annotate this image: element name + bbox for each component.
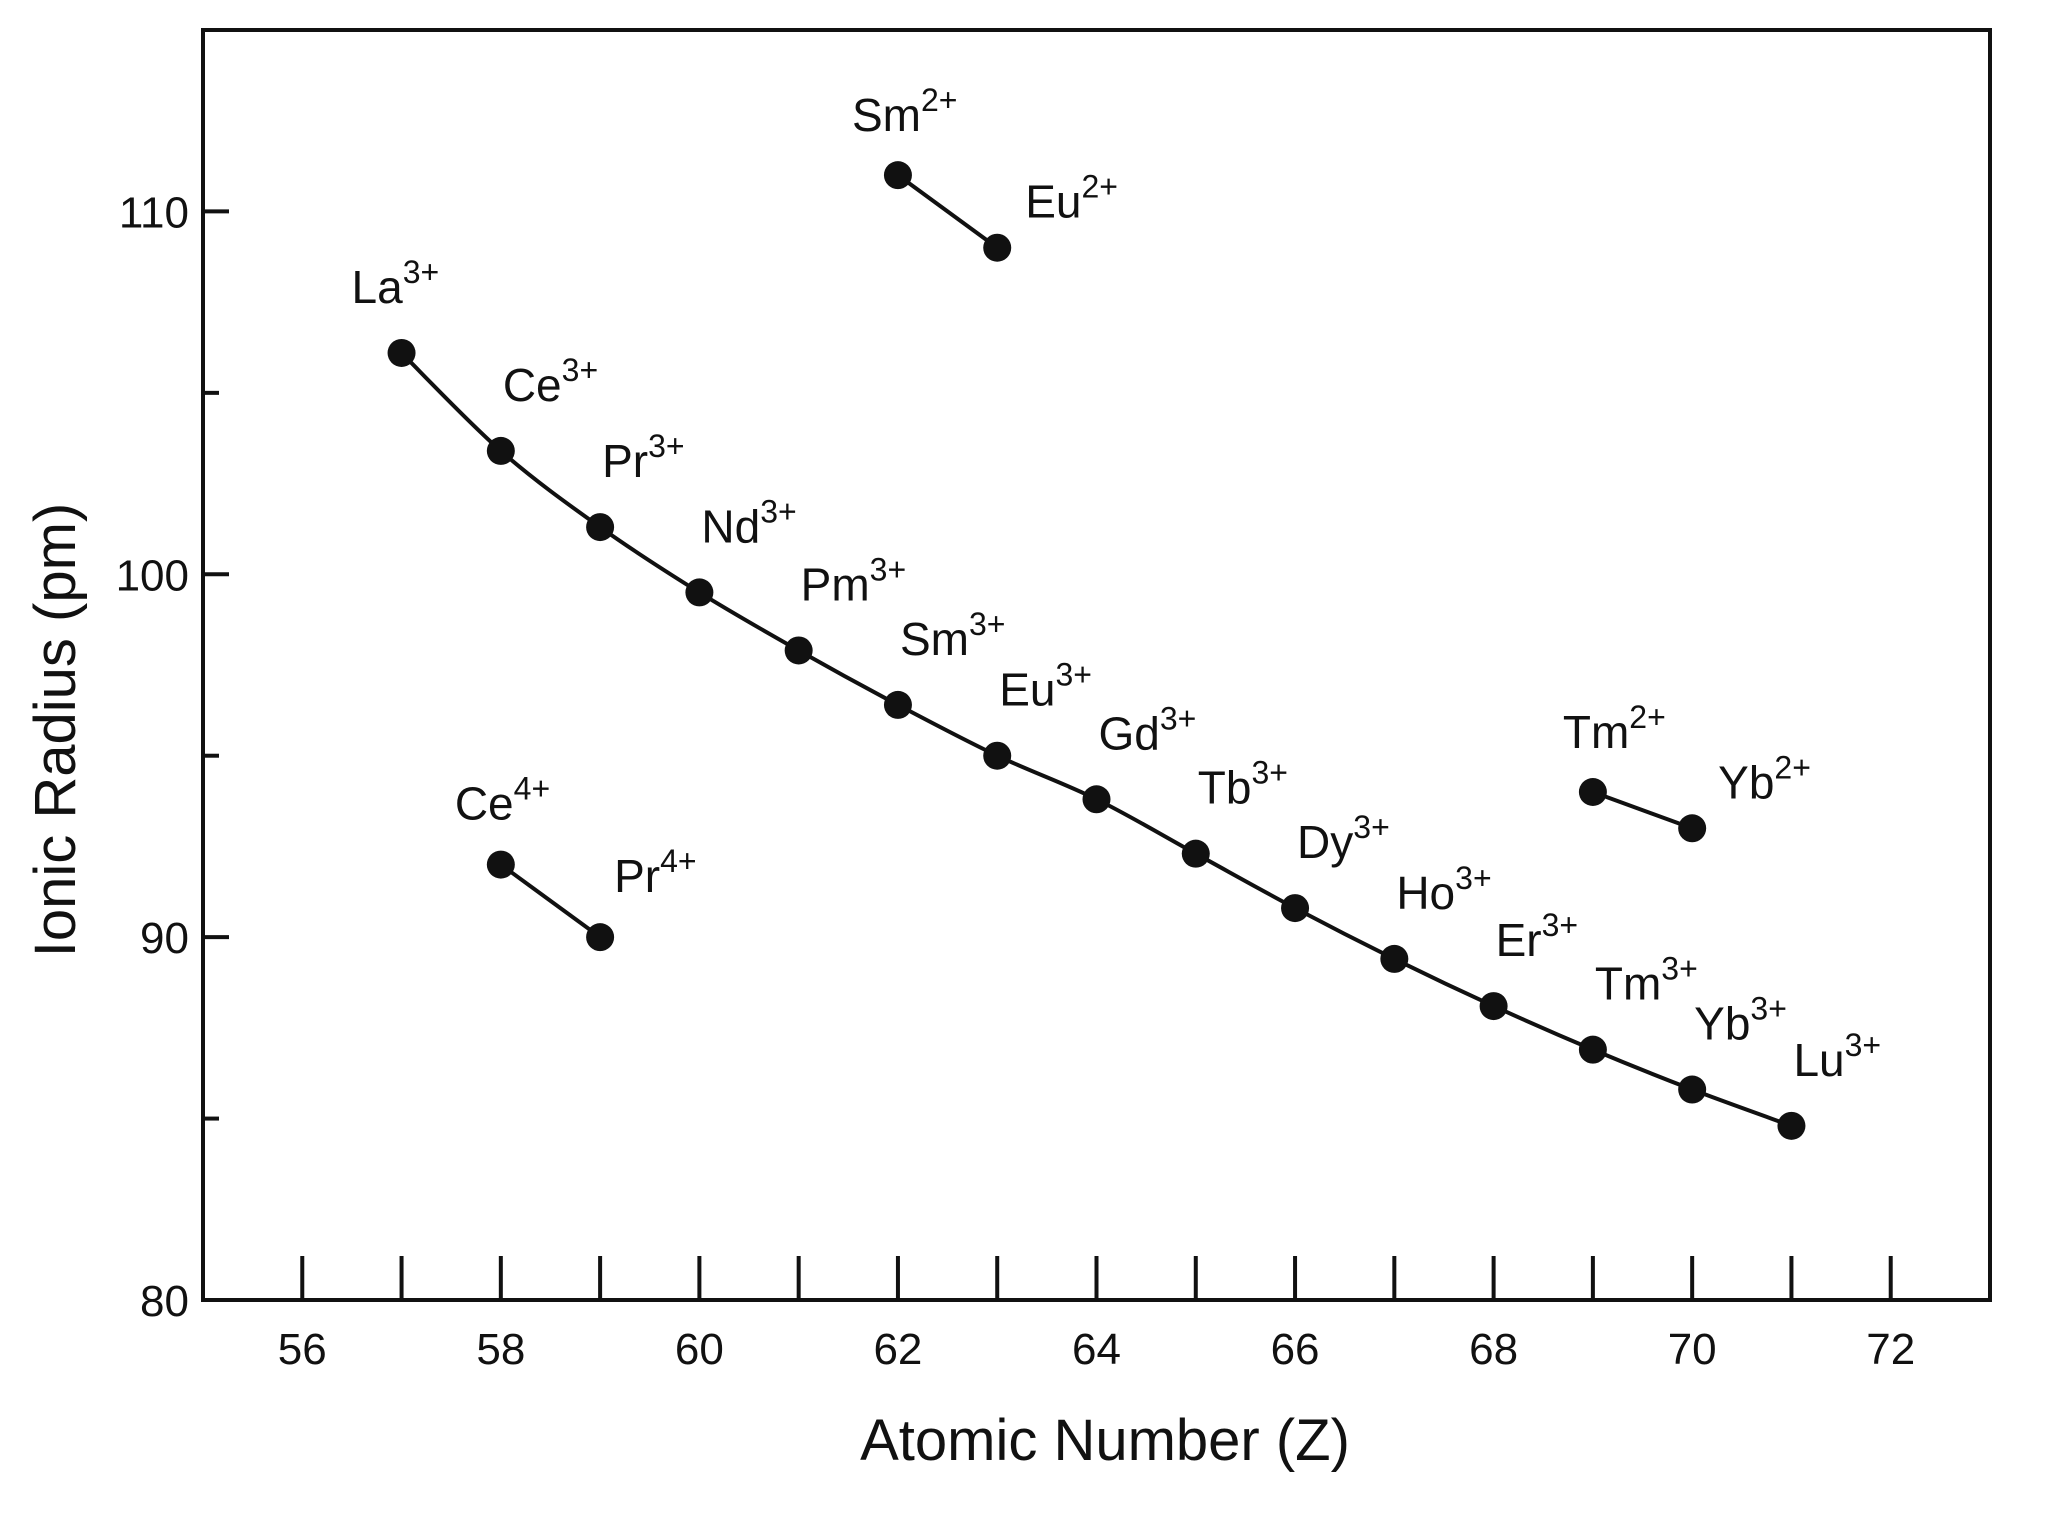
data-point-ce-3plus [486, 436, 515, 465]
ion-label: Tm2+ [1563, 699, 1666, 758]
data-point-tb-3plus [1181, 839, 1210, 868]
data-point-sm-3plus [883, 690, 912, 719]
ion-label: Ho3+ [1396, 860, 1491, 919]
data-point-pm-3plus [784, 636, 813, 665]
x-tick-label: 72 [1866, 1325, 1915, 1374]
data-point-sm-2plus [883, 161, 912, 190]
series-line-1 [499, 862, 602, 939]
ion-label: Pr3+ [602, 428, 684, 487]
data-point-pr-3plus [586, 513, 615, 542]
ion-label: Yb3+ [1694, 991, 1787, 1050]
data-point-er-3plus [1479, 992, 1508, 1021]
ion-label: Tb3+ [1198, 755, 1288, 814]
y-axis-ticks: 80 90 100 110 [116, 188, 229, 1326]
x-tick-label: 64 [1072, 1325, 1121, 1374]
ion-label: Eu3+ [999, 657, 1092, 716]
ion-label: Eu2+ [1025, 169, 1118, 228]
ion-label: Gd3+ [1099, 700, 1197, 759]
series-lines [400, 173, 1793, 1128]
y-tick-label: 110 [119, 188, 189, 237]
ion-label: Pr4+ [614, 843, 696, 902]
data-point-yb-3plus [1678, 1075, 1707, 1104]
x-axis-title: Atomic Number (Z) [860, 1408, 1350, 1473]
x-tick-label: 62 [873, 1325, 922, 1374]
x-axis-ticks: 56 58 60 62 64 66 68 70 72 [278, 1256, 1915, 1374]
ion-label: Er3+ [1496, 907, 1578, 966]
ion-label: Nd3+ [701, 493, 796, 552]
ion-label: Lu3+ [1793, 1027, 1881, 1086]
ion-label: Sm3+ [900, 606, 1005, 665]
ion-label: La3+ [352, 254, 440, 313]
data-point-dy-3plus [1281, 894, 1310, 923]
data-point-nd-3plus [685, 578, 714, 607]
x-tick-label: 68 [1469, 1325, 1518, 1374]
data-point-eu-2plus [983, 233, 1012, 262]
x-tick-label: 58 [476, 1325, 525, 1374]
data-point-pr-4plus [586, 923, 615, 952]
series-line-3 [1592, 790, 1693, 831]
data-point-la-3plus [387, 338, 416, 367]
plot-border [201, 28, 1992, 1302]
data-point-tm-2plus [1578, 778, 1607, 806]
data-point-ce-4plus [486, 850, 515, 879]
x-tick-label: 66 [1271, 1325, 1320, 1374]
series-line-2 [896, 173, 999, 250]
series-points [387, 161, 1806, 1140]
ion-label: Sm2+ [852, 82, 957, 141]
ion-label: Yb2+ [1718, 749, 1811, 808]
data-point-tm-3plus [1578, 1035, 1607, 1064]
ion-label: Tm3+ [1595, 951, 1698, 1010]
data-point-eu-3plus [983, 741, 1012, 770]
ion-label: Ce3+ [503, 352, 598, 411]
ion-label: Pm3+ [801, 551, 906, 610]
ion-label: Dy3+ [1297, 809, 1390, 868]
plot-frame [201, 28, 1992, 1302]
data-point-ho-3plus [1380, 944, 1409, 973]
ion-label: Ce4+ [455, 771, 550, 830]
point-labels: La3+ Ce3+Pr3+ Nd3+Pm3+Sm3+Eu3+Gd3+Tb3+Dy3+… [352, 82, 1882, 1086]
data-point-gd-3plus [1082, 785, 1111, 814]
y-axis-title: Ionic Radius (pm) [23, 503, 88, 957]
data-point-lu-3plus [1777, 1111, 1806, 1140]
data-point-yb-2plus [1678, 814, 1707, 843]
x-tick-label: 56 [278, 1325, 327, 1374]
y-tick-label: 100 [116, 551, 189, 600]
y-tick-label: 80 [140, 1277, 189, 1326]
y-tick-label: 90 [140, 914, 189, 963]
x-tick-label: 70 [1668, 1325, 1717, 1374]
x-tick-label: 60 [675, 1325, 724, 1374]
